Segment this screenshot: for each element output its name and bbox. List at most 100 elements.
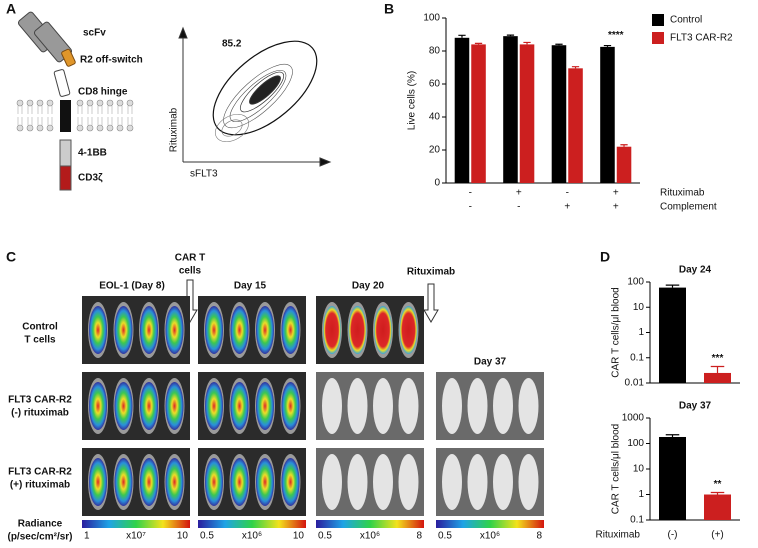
day-label: Day 37 — [474, 357, 507, 368]
bioluminescence — [281, 382, 300, 430]
bar — [704, 494, 731, 520]
y-tick-label: 1 — [638, 327, 644, 338]
error-bar — [665, 434, 680, 437]
y-axis-label: Live cells (%) — [407, 71, 418, 130]
bioluminescence — [230, 458, 249, 506]
y-tick-label: 0.1 — [630, 352, 644, 363]
mouse — [467, 378, 488, 434]
construct-label: CD3ζ — [78, 173, 103, 184]
panel-letter: B — [384, 1, 394, 17]
y-tick-label: 100 — [423, 13, 440, 24]
y-tick-label: 0 — [434, 178, 440, 189]
mouse — [467, 454, 488, 510]
chart-title: Day 37 — [679, 401, 712, 412]
x-axis-label: Rituximab — [596, 530, 641, 541]
bioluminescence — [114, 306, 133, 354]
colorbar-unit: x10⁶ — [480, 531, 500, 542]
error-bar — [665, 284, 680, 288]
legend-swatch — [652, 14, 664, 26]
colorbar-max: 8 — [536, 531, 542, 542]
day-label: Day 20 — [352, 281, 385, 292]
construct-label: 4-1BB — [78, 148, 107, 159]
panel-letter: C — [6, 249, 16, 265]
event-label: CAR T — [175, 253, 206, 264]
x-row-label: - — [517, 202, 520, 213]
mouse — [347, 378, 368, 434]
row-label: T cells — [24, 335, 56, 346]
bioluminescence — [323, 306, 341, 354]
mouse — [347, 454, 368, 510]
colorbar — [316, 520, 424, 528]
y-tick-label: 100 — [627, 277, 644, 288]
flow-x-label: sFLT3 — [190, 169, 218, 180]
y-tick-label: 10 — [633, 302, 645, 313]
error-bar — [474, 42, 483, 45]
mouse — [518, 378, 539, 434]
error-bar — [620, 144, 628, 147]
y-tick-label: 0.1 — [630, 515, 644, 526]
radiance-label: (p/sec/cm²/sr) — [7, 532, 72, 543]
bioluminescence — [281, 306, 300, 354]
error-bar — [506, 34, 515, 37]
bioluminescence — [140, 306, 158, 354]
colorbar — [436, 520, 544, 528]
legend-swatch — [652, 32, 664, 44]
bioluminescence — [165, 458, 184, 506]
significance: ** — [714, 479, 722, 490]
error-bar — [603, 44, 612, 47]
colorbar-max: 10 — [293, 531, 305, 542]
error-bar — [555, 43, 563, 46]
y-tick-label: 1 — [638, 489, 644, 500]
x-tick-label: (+) — [711, 530, 724, 541]
bar — [616, 146, 632, 183]
day-label: Day 15 — [234, 281, 267, 292]
bioluminescence — [89, 306, 107, 354]
error-bar — [710, 491, 725, 495]
flow-plot — [178, 26, 332, 167]
radiance-label: Radiance — [18, 519, 63, 530]
x-row-label: + — [613, 188, 619, 199]
bioluminescence — [205, 306, 223, 354]
colorbar-min: 0.5 — [200, 531, 214, 542]
day-label: EOL-1 (Day 8) — [99, 281, 165, 292]
bar — [600, 46, 615, 183]
mouse — [373, 378, 393, 434]
colorbar — [198, 520, 306, 528]
colorbar-min: 1 — [84, 531, 90, 542]
bioluminescence — [256, 458, 274, 506]
error-bar — [458, 34, 466, 38]
mouse — [442, 378, 462, 434]
mouse — [442, 454, 462, 510]
bioluminescence — [205, 458, 223, 506]
error-bar — [571, 66, 580, 69]
significance: **** — [608, 30, 624, 41]
x-row-label: + — [613, 202, 619, 213]
bar — [454, 37, 470, 183]
y-tick-label: 20 — [429, 145, 441, 156]
colorbar-min: 0.5 — [438, 531, 452, 542]
error-bar — [523, 41, 531, 45]
bioluminescence — [230, 382, 249, 430]
construct-label: scFv — [83, 28, 106, 39]
y-tick-label: 10 — [633, 464, 645, 475]
chart-title: Day 24 — [679, 265, 712, 276]
colorbar-unit: x10⁶ — [242, 531, 262, 542]
bioluminescence — [114, 382, 133, 430]
legend-label: Control — [670, 15, 702, 26]
bar — [551, 45, 567, 183]
colorbar-max: 10 — [177, 531, 189, 542]
construct-label: CD8 hinge — [78, 87, 128, 98]
bioluminescence — [205, 382, 223, 430]
bioluminescence — [165, 306, 184, 354]
mouse — [322, 454, 342, 510]
panel-letter: A — [6, 1, 16, 17]
colorbar — [82, 520, 190, 528]
y-tick-label: 60 — [429, 79, 441, 90]
colorbar-unit: x10⁶ — [360, 531, 380, 542]
y-tick-label: 0.01 — [625, 378, 645, 389]
x-row-label: - — [469, 188, 472, 199]
event-label: Rituximab — [407, 267, 455, 278]
panel-letter: D — [600, 249, 610, 265]
y-tick-label: 80 — [429, 46, 441, 57]
construct-label: R2 off-switch — [80, 55, 143, 66]
